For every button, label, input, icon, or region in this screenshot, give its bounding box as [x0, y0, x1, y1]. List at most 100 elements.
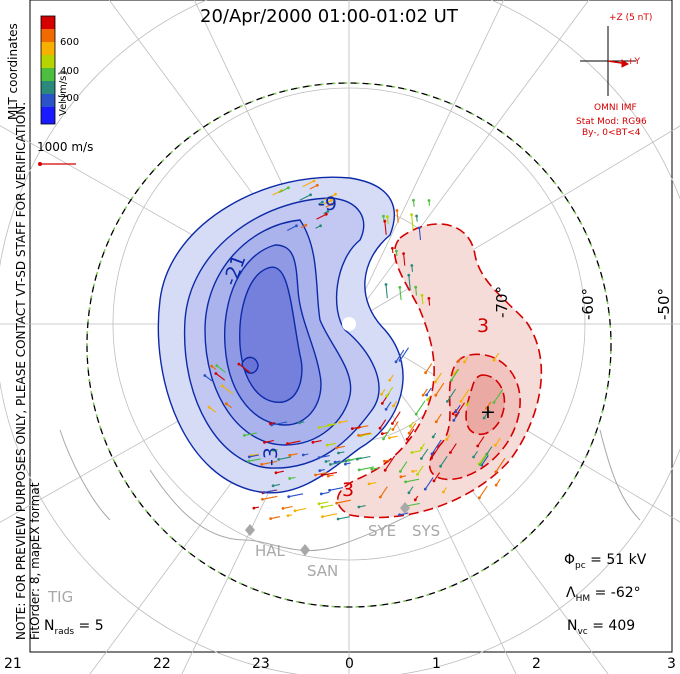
velocity-vector: [216, 365, 226, 373]
vector-origin: [420, 446, 423, 450]
vector-origin: [318, 469, 322, 472]
velocity-vector: [294, 507, 307, 512]
vector-origin: [383, 459, 386, 463]
station-marker-san: [300, 544, 310, 556]
velocity-vectors: [203, 179, 506, 521]
vector-origin: [247, 459, 251, 463]
vector-origin: [398, 513, 401, 517]
velocity-vector: [319, 423, 336, 429]
vector-origin: [410, 213, 413, 217]
vector-origin: [281, 507, 285, 510]
vector-origin: [465, 403, 469, 407]
velocity-vector: [406, 428, 415, 440]
plot-frame: [29, 0, 673, 653]
vector-origin: [399, 470, 402, 473]
vector-origin: [478, 463, 482, 466]
contour-label-neg-9: -9: [318, 193, 337, 215]
vector-origin: [319, 224, 322, 228]
vector-origin: [485, 406, 488, 410]
vector-origin: [317, 426, 321, 429]
mlt-tick-2: 2: [532, 656, 541, 672]
vector-count: Nvc = 409: [567, 618, 636, 637]
station-label-hal: HAL: [255, 542, 286, 560]
vector-origin: [335, 446, 338, 450]
vector-origin: [203, 374, 207, 377]
velocity-vector: [322, 513, 338, 518]
vector-origin: [357, 505, 361, 509]
mlt-tick-21: 21: [4, 656, 22, 672]
vector-origin: [298, 421, 301, 425]
velocity-vector: [271, 421, 288, 426]
velocity-vector: [449, 443, 457, 453]
hm-latitude-value: -62°: [610, 585, 641, 601]
mlt-tick-3: 3: [667, 656, 676, 672]
vector-origin: [247, 455, 251, 459]
vector-origin: [391, 422, 394, 425]
colorbar-tick-400: 400: [60, 66, 80, 77]
vector-origin: [330, 202, 334, 206]
vector-origin: [357, 468, 361, 472]
station-label-sye: SYE: [368, 522, 396, 540]
vector-origin: [328, 488, 331, 492]
vector-origin: [414, 285, 418, 289]
velocity-vector: [479, 453, 489, 465]
vector-origin: [271, 484, 275, 488]
vector-origin: [344, 462, 347, 466]
vector-origin: [427, 297, 431, 300]
vector-origin: [454, 410, 458, 414]
vector-origin: [317, 502, 321, 506]
preview-note-text: NOTE: FOR PREVIEW PURPOSES ONLY, PLEASE …: [14, 101, 28, 640]
vector-origin: [383, 468, 387, 472]
vector-origin: [243, 434, 246, 437]
vector-origin: [337, 451, 340, 455]
station-label-sys: SYS: [412, 522, 440, 540]
velocity-vector: [399, 512, 409, 516]
map-title: 20/Apr/2000 01:00-01:02 UT: [200, 6, 458, 27]
vector-origin: [330, 198, 333, 202]
velocity-vector: [379, 419, 387, 429]
vector-origin: [277, 458, 281, 461]
vector-origin: [426, 398, 430, 402]
velocity-vector: [287, 440, 301, 445]
vector-origin: [336, 517, 340, 521]
vector-origin: [399, 475, 403, 479]
velocity-vector: [244, 432, 258, 436]
vector-origin: [424, 371, 427, 375]
velocity-vector: [384, 221, 387, 235]
velocity-vector: [417, 465, 424, 475]
velocity-reference-vector: [38, 162, 76, 166]
vector-origin: [286, 514, 290, 517]
imf-clock: [580, 26, 636, 96]
velocity-vector: [421, 295, 424, 305]
vector-origin: [434, 420, 438, 424]
station-marker-sye: [400, 502, 410, 514]
velocity-vector: [302, 180, 315, 188]
velocity-vector: [383, 427, 392, 440]
vector-origin: [457, 359, 460, 363]
velocity-vector: [204, 375, 213, 382]
cross-polar-potential: Φpc = 51 kV: [564, 552, 647, 571]
vector-origin: [432, 479, 436, 483]
velocity-vector: [494, 437, 501, 446]
vector-origin: [413, 498, 417, 502]
velocity-vector: [403, 253, 406, 266]
station-label-tig: TIG: [47, 588, 73, 606]
colorbar-tick-200: 200: [60, 93, 80, 104]
vector-origin: [421, 393, 425, 397]
velocity-colorbar: [40, 15, 56, 125]
vector-origin: [382, 437, 385, 441]
vector-origin: [380, 402, 384, 405]
lat-label-50: -50°: [655, 288, 673, 320]
velocity-vector: [433, 472, 441, 482]
velocity-vector: [337, 516, 350, 520]
velocity-vector: [392, 421, 399, 430]
velocity-vector: [288, 493, 304, 498]
vector-origin: [415, 214, 418, 218]
stat-model-label: Stat Mod: RG96: [576, 117, 647, 127]
velocity-vector: [455, 402, 465, 416]
velocity-vector: [379, 486, 388, 498]
velocity-vector: [248, 458, 261, 462]
vector-origin: [398, 359, 402, 362]
vector-origin: [338, 421, 342, 424]
vector-origin: [434, 380, 437, 384]
